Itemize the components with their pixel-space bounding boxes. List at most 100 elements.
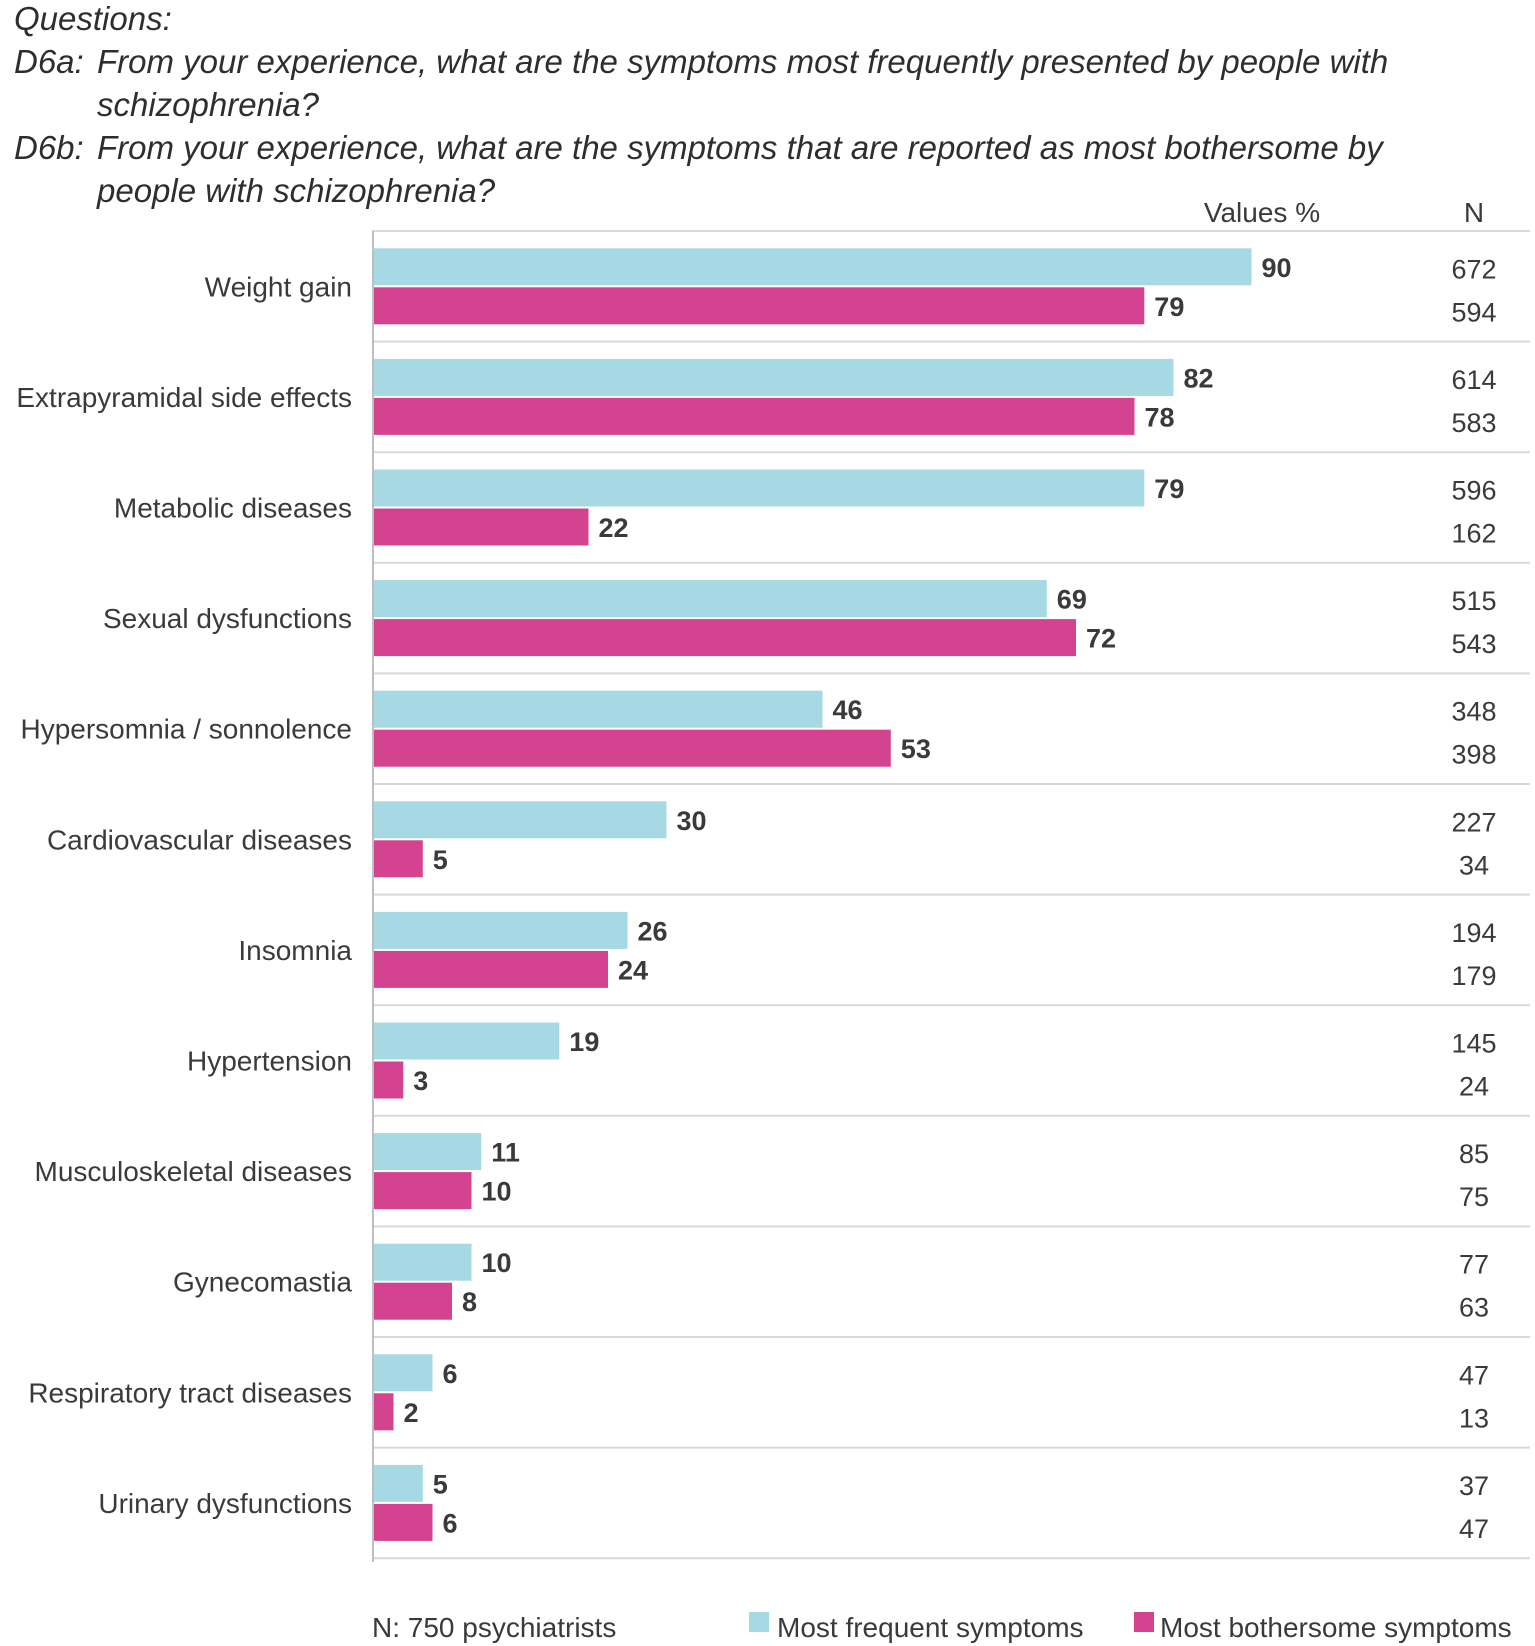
data-label-frequent: 5 — [433, 1469, 448, 1499]
n-value-frequent: 596 — [1451, 476, 1496, 506]
data-label-frequent: 69 — [1057, 585, 1087, 615]
bar-bothersome — [374, 950, 608, 988]
bar-bothersome — [374, 508, 589, 546]
n-value-frequent: 227 — [1451, 807, 1496, 837]
n-value-frequent: 672 — [1451, 254, 1496, 284]
n-value-bothersome: 179 — [1451, 961, 1496, 991]
data-label-frequent: 79 — [1154, 474, 1184, 504]
bar-frequent — [374, 1243, 472, 1281]
bar-frequent — [374, 690, 823, 728]
n-value-bothersome: 594 — [1451, 297, 1496, 327]
n-value-frequent: 194 — [1451, 918, 1496, 948]
question-d6a-continuation: schizophrenia? — [97, 86, 319, 123]
bar-frequent — [374, 1133, 482, 1171]
category-label: Metabolic diseases — [114, 493, 352, 524]
n-value-bothersome: 47 — [1459, 1514, 1489, 1544]
bar-bothersome — [374, 1393, 394, 1431]
n-value-bothersome: 75 — [1459, 1182, 1489, 1212]
question-d6a-label: D6a: — [14, 43, 84, 80]
bar-bothersome — [374, 1172, 472, 1210]
questions-heading: Questions: — [14, 0, 172, 37]
n-value-bothersome: 13 — [1459, 1403, 1489, 1433]
data-label-bothersome: 79 — [1154, 292, 1184, 322]
category-label: Hypertension — [187, 1046, 352, 1077]
data-label-frequent: 30 — [677, 806, 707, 836]
data-label-bothersome: 24 — [618, 955, 648, 985]
data-label-bothersome: 8 — [462, 1287, 477, 1317]
question-d6b-label: D6b: — [14, 129, 84, 166]
footnote: N: 750 psychiatrists — [372, 1612, 616, 1643]
n-value-frequent: 348 — [1451, 697, 1496, 727]
category-label: Gynecomastia — [173, 1267, 352, 1298]
question-d6a: D6a: From your experience, what are the s… — [14, 40, 1388, 83]
data-label-frequent: 10 — [482, 1248, 512, 1278]
n-value-bothersome: 24 — [1459, 1072, 1489, 1102]
n-value-bothersome: 63 — [1459, 1293, 1489, 1323]
n-header: N — [1464, 197, 1484, 228]
legend-swatch-bothersome — [1134, 1612, 1154, 1632]
n-value-bothersome: 162 — [1451, 519, 1496, 549]
bar-bothersome — [374, 619, 1076, 657]
data-label-bothersome: 3 — [413, 1066, 428, 1096]
data-label-frequent: 46 — [833, 695, 863, 725]
data-label-bothersome: 22 — [599, 513, 629, 543]
bar-bothersome — [374, 840, 423, 878]
n-value-bothersome: 543 — [1451, 629, 1496, 659]
n-value-frequent: 37 — [1459, 1471, 1489, 1501]
data-label-frequent: 82 — [1184, 363, 1214, 393]
n-value-frequent: 145 — [1451, 1029, 1496, 1059]
category-label: Sexual dysfunctions — [103, 603, 352, 634]
bar-bothersome — [374, 287, 1145, 325]
bar-frequent — [374, 358, 1174, 396]
n-value-frequent: 47 — [1459, 1360, 1489, 1390]
bar-frequent — [374, 1354, 433, 1392]
n-value-bothersome: 34 — [1459, 850, 1489, 880]
question-d6a-text: From your experience, what are the sympt… — [97, 43, 1389, 80]
question-d6b-continuation: people with schizophrenia? — [97, 172, 496, 209]
n-value-bothersome: 583 — [1451, 408, 1496, 438]
bar-frequent — [374, 580, 1047, 618]
category-label: Musculoskeletal diseases — [35, 1156, 353, 1187]
data-label-frequent: 19 — [569, 1027, 599, 1057]
data-label-bothersome: 6 — [443, 1508, 458, 1538]
data-label-bothersome: 53 — [901, 734, 931, 764]
bar-frequent — [374, 248, 1252, 286]
question-d6b: D6b: From your experience, what are the s… — [14, 126, 1383, 169]
data-label-bothersome: 78 — [1145, 402, 1175, 432]
legend-label-frequent: Most frequent symptoms — [777, 1612, 1084, 1643]
category-label: Extrapyramidal side effects — [16, 382, 352, 413]
n-value-frequent: 77 — [1459, 1250, 1489, 1280]
bar-bothersome — [374, 1282, 452, 1320]
legend-label-bothersome: Most bothersome symptoms — [1160, 1612, 1512, 1643]
question-d6b-text: From your experience, what are the sympt… — [97, 129, 1383, 166]
n-value-frequent: 614 — [1451, 365, 1496, 395]
bar-frequent — [374, 1022, 560, 1060]
data-label-frequent: 90 — [1262, 253, 1292, 283]
category-label: Cardiovascular diseases — [47, 824, 352, 855]
legend-swatch-frequent — [749, 1612, 769, 1632]
data-label-frequent: 11 — [491, 1138, 520, 1168]
n-value-frequent: 515 — [1451, 586, 1496, 616]
category-label: Insomnia — [238, 935, 352, 966]
values-header: Values % — [1204, 197, 1320, 228]
bar-frequent — [374, 1464, 423, 1502]
category-label: Urinary dysfunctions — [98, 1488, 352, 1519]
bar-frequent — [374, 801, 667, 839]
bar-bothersome — [374, 397, 1135, 435]
data-label-bothersome: 5 — [433, 845, 448, 875]
n-value-bothersome: 398 — [1451, 740, 1496, 770]
data-label-bothersome: 10 — [482, 1177, 512, 1207]
bar-bothersome — [374, 1061, 404, 1099]
data-label-frequent: 26 — [638, 916, 668, 946]
category-label: Respiratory tract diseases — [28, 1377, 352, 1408]
category-label: Weight gain — [205, 271, 352, 302]
bar-bothersome — [374, 1503, 433, 1541]
bar-frequent — [374, 911, 628, 949]
data-label-frequent: 6 — [443, 1359, 458, 1389]
bar-frequent — [374, 469, 1145, 507]
bar-bothersome — [374, 729, 891, 767]
data-label-bothersome: 2 — [404, 1398, 419, 1428]
category-label: Hypersomnia / sonnolence — [20, 714, 352, 745]
data-label-bothersome: 72 — [1086, 624, 1116, 654]
